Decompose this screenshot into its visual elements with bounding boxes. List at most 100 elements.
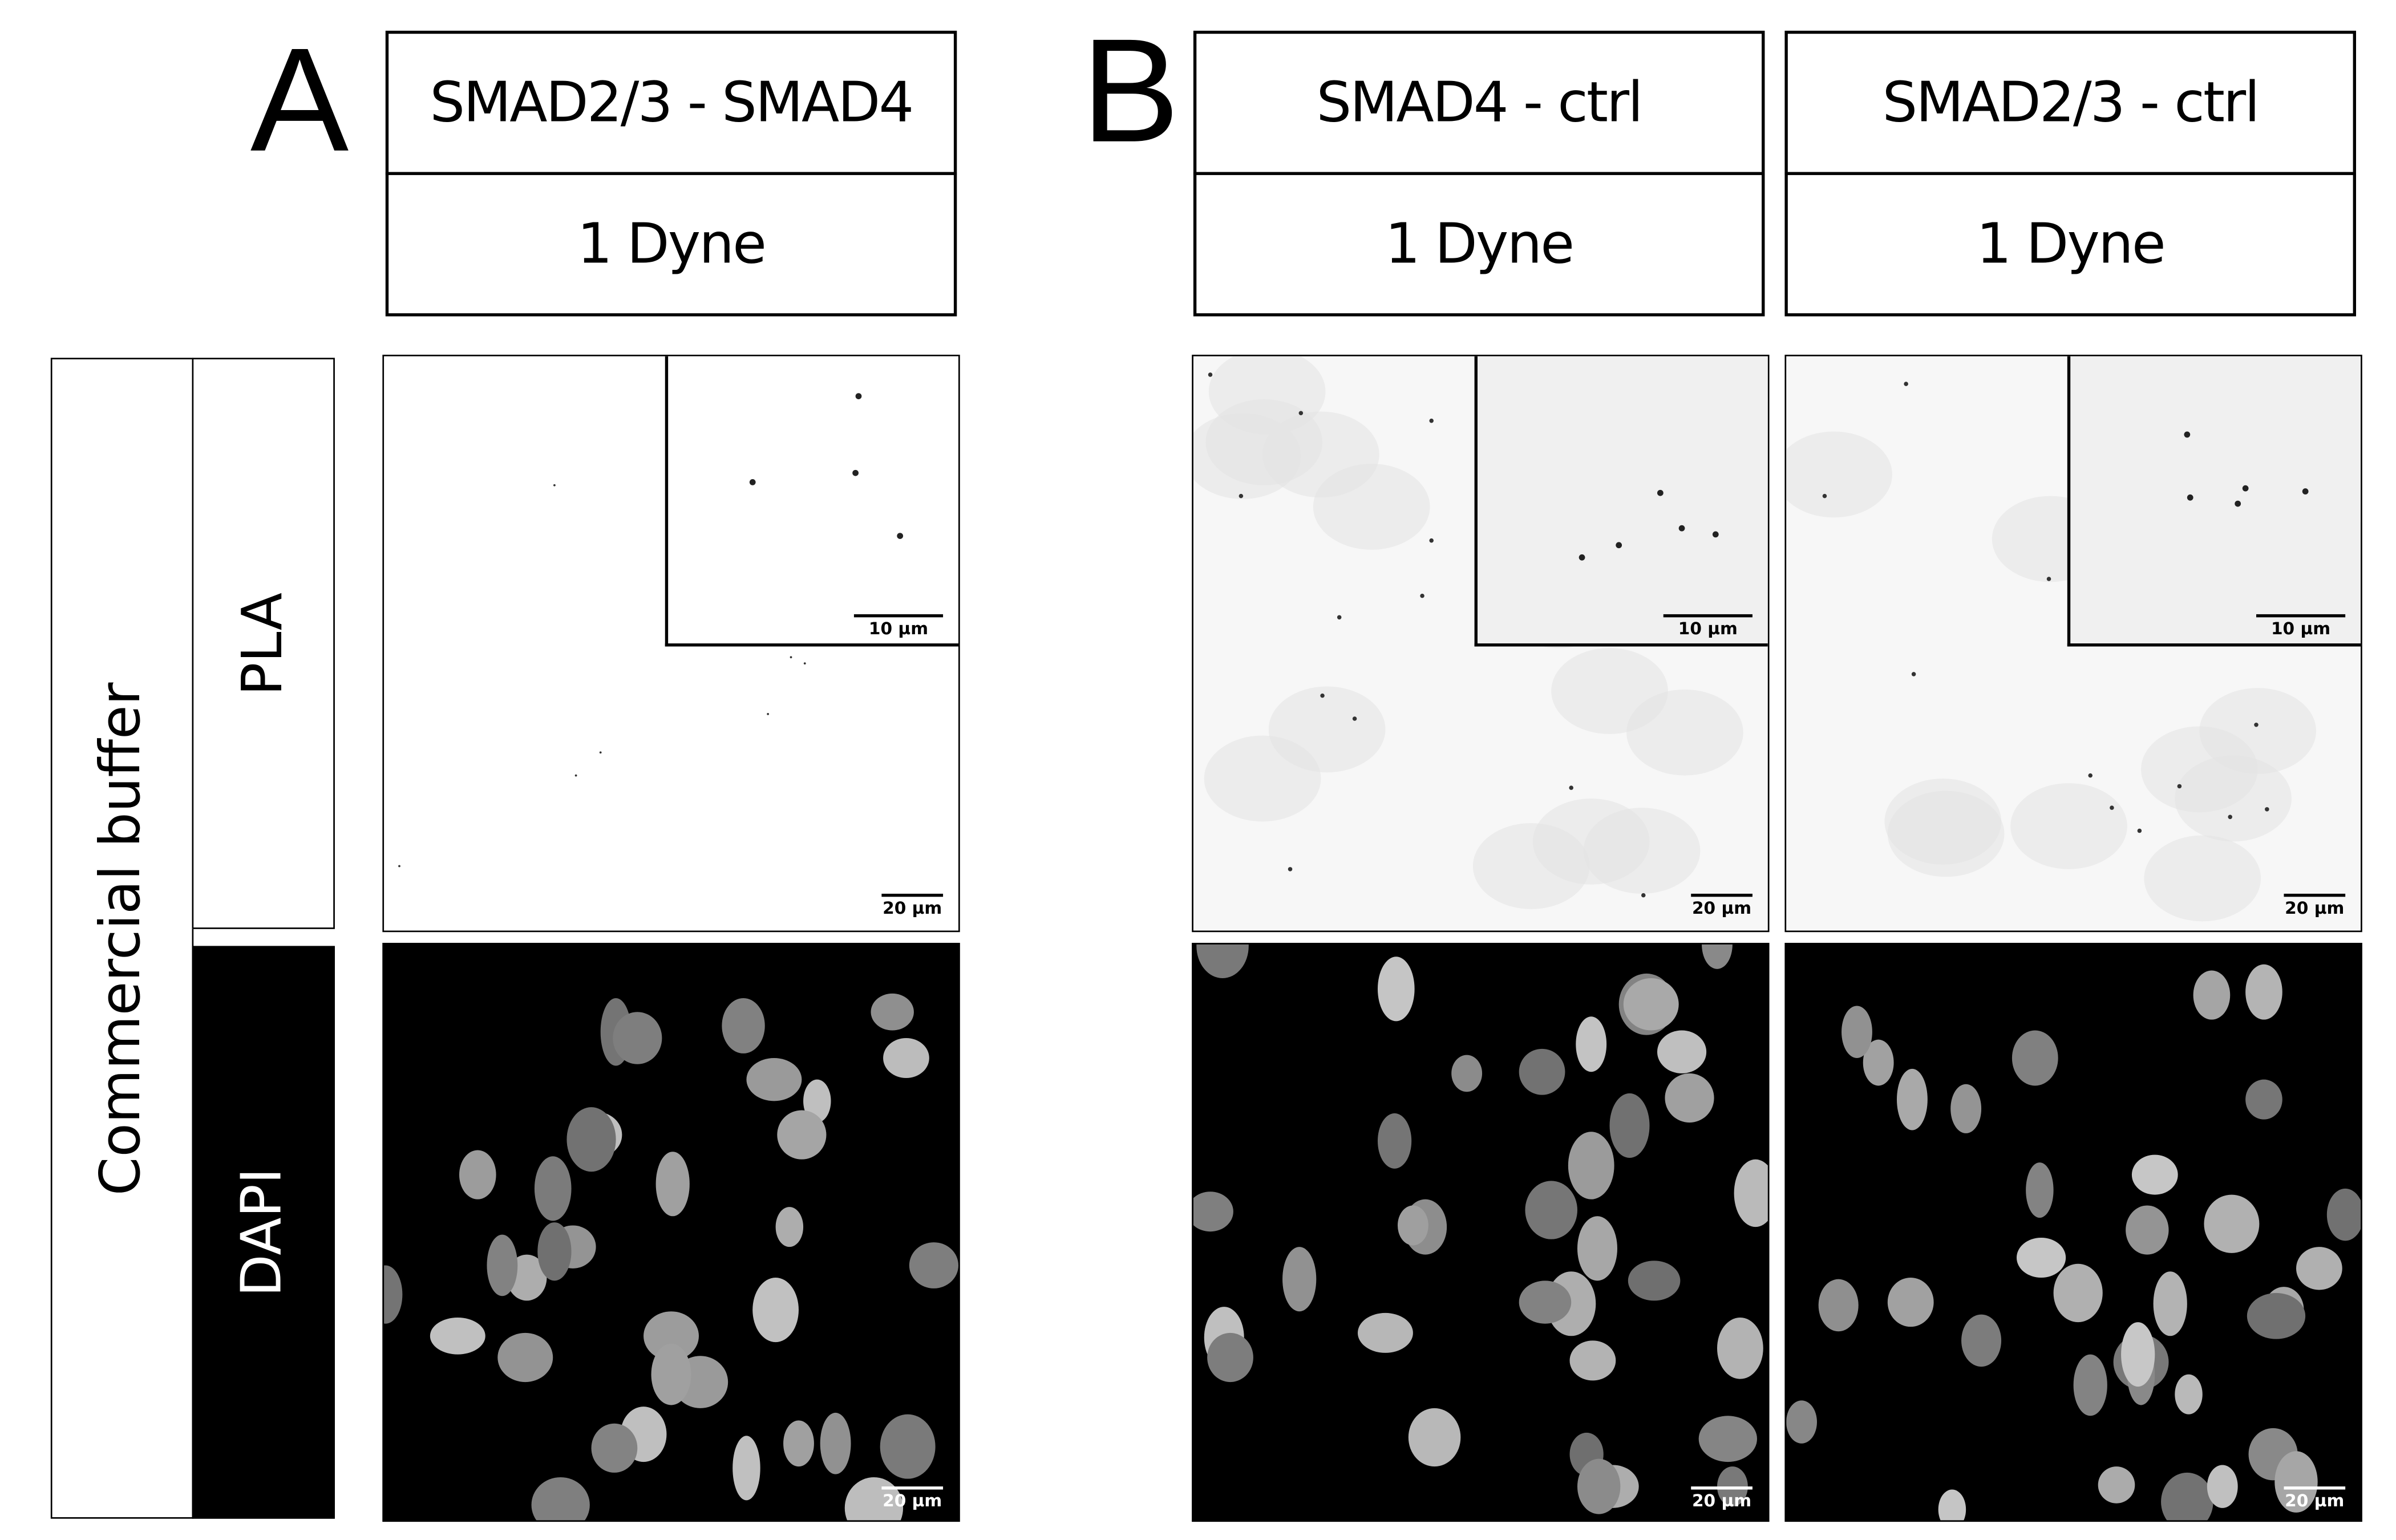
nucleus [820,1412,851,1474]
inset-dot [852,469,859,476]
pla-dot [2088,773,2093,778]
inset-dot [2187,494,2193,501]
nucleus [430,1317,485,1355]
nucleus [2121,1322,2155,1387]
buffer-label: Commercial buffer [90,682,154,1195]
nucleus [2131,1154,2178,1195]
pla-inset-1: 10 µm [1474,356,1768,647]
inset-dot [2302,488,2309,495]
nucleus [655,1152,690,1217]
nucleus [1841,1006,1872,1058]
pla-scale-bar: 20 µm [2284,893,2346,918]
nucleus [2026,1162,2054,1218]
inset-dot [2184,431,2191,438]
header-condition-b1: 1 Dyne [1193,172,1765,317]
nucleus [1665,1073,1714,1123]
nucleus [783,1420,814,1467]
dapi-scale-bar: 20 µm [881,1486,944,1511]
nucleus [651,1343,691,1405]
nucleus [2016,1237,2066,1278]
nucleus [2326,1188,2361,1241]
nucleus [1568,1132,1614,1199]
nucleus [2274,1451,2318,1513]
pla-image-2: 10 µm 20 µm [1784,354,2362,933]
pla-image-0: 10 µm 20 µm [382,354,960,933]
nucleus [722,998,765,1053]
dapi-image-1: 20 µm [1192,943,1770,1522]
nucleus [1938,1489,1966,1521]
pla-dot [574,774,577,777]
nucleus [1282,1247,1317,1312]
pla-dot [2228,814,2232,820]
nucleus [1657,1030,1707,1073]
nucleus [1451,1055,1483,1092]
nucleus [880,1414,936,1479]
nucleus [497,1332,553,1383]
pla-dot [1320,693,1325,698]
pla-dot [1911,672,1916,676]
nucleus [1377,1113,1412,1169]
pla-dot [2137,828,2142,833]
pla-scale-bar: 20 µm [881,893,944,918]
inset-scale-bar: 10 µm [1663,614,1753,639]
nucleus [2053,1263,2103,1323]
pla-dot [1641,893,1646,898]
pla-dot [2110,805,2114,810]
nucleus [2098,1466,2135,1503]
pla-dot [1288,867,1293,872]
nucleus [487,1234,518,1296]
pla-dot [1298,411,1304,415]
nucleus [1628,1261,1681,1301]
nucleus [534,1156,572,1221]
nucleus [1734,1159,1768,1227]
nucleus [1377,957,1415,1022]
pla-dot [599,751,602,754]
pla-image-1: 10 µm 20 µm [1192,354,1770,933]
nucleus [883,1038,929,1078]
nucleus [2153,1271,2187,1336]
nucleus [566,1107,616,1172]
inset-dot [1657,489,1664,496]
nucleus [1623,978,1679,1031]
nucleus [531,1477,590,1521]
pla-scale-bar: 20 µm [1691,893,1753,918]
inset-dot [855,393,862,399]
nucleus [2011,1030,2058,1086]
dapi-scale-bar: 20 µm [1691,1486,1753,1511]
pla-dot [2046,577,2051,581]
nucleus [1576,1016,1607,1072]
pla-dot [1208,372,1213,377]
nucleus [1887,1277,1934,1327]
nucleus [1193,1192,1233,1232]
nucleus [2175,1374,2203,1415]
pla-dot [398,865,400,868]
pla-dot [1822,493,1827,499]
nucleus [2296,1247,2342,1290]
header-target-b1: SMAD4 - ctrl [1193,30,1765,175]
nucleus [1818,1279,1859,1332]
inset-scale-bar: 10 µm [853,614,944,639]
nucleus [1519,1048,1565,1095]
nucleus [459,1150,496,1199]
nucleus [1408,1408,1461,1467]
pla-dot [1429,538,1434,543]
nucleus [746,1057,802,1101]
pla-dot [1569,785,1573,790]
header-target-a: SMAD2/3 - SMAD4 [385,30,957,175]
nucleus [591,1423,638,1473]
inset-scale-bar: 10 µm [2256,614,2346,639]
nucleus [909,1242,958,1288]
pla-dot [1352,716,1357,721]
nucleus [1577,1458,1621,1514]
header-condition-a: 1 Dyne [385,172,957,317]
pla-label: PLA [232,591,295,695]
inset-dot [1712,531,1719,538]
pla-dot [2265,807,2269,812]
row-label-dapi: DAPI [192,946,335,1519]
header-condition-b2: 1 Dyne [1784,172,2356,317]
nucleus [752,1277,799,1343]
nucleus [2204,1194,2260,1253]
pla-dot [1904,382,1908,386]
nucleus [2245,964,2282,1020]
pla-dot [553,484,556,487]
